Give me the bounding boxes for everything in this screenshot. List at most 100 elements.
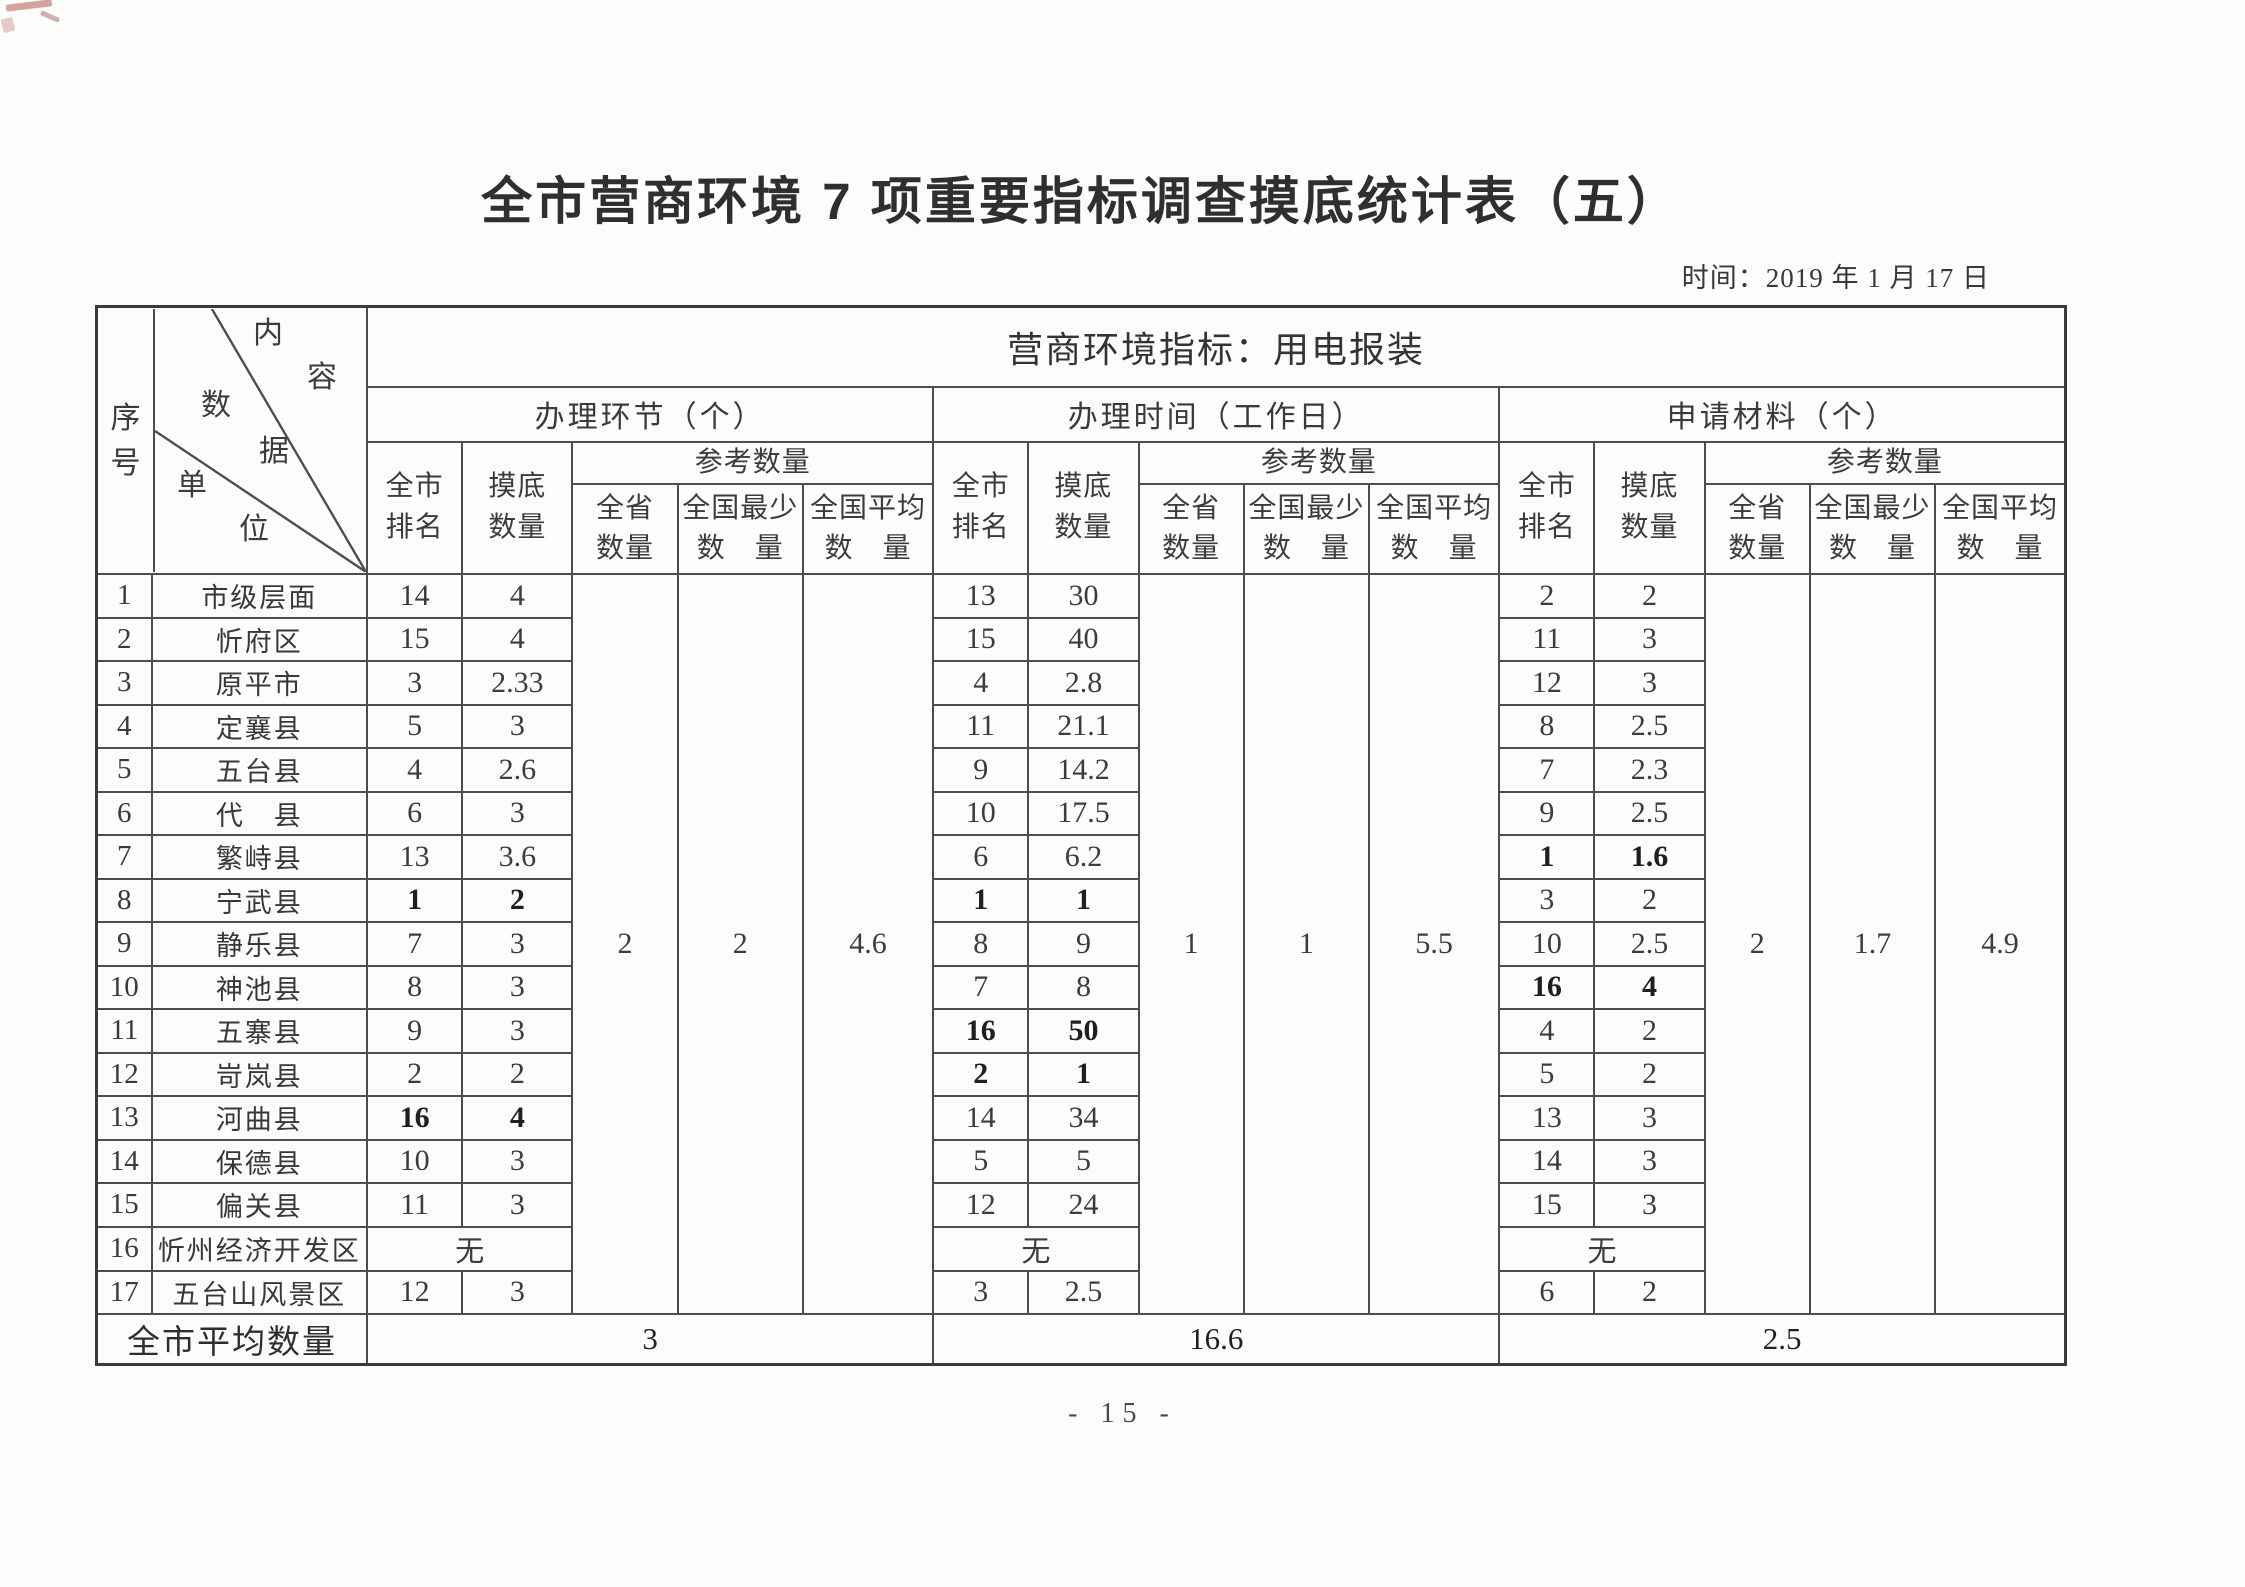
rank-value-cell: 1 [932,877,1030,924]
table-row: 16 忻州经济开发区无无无 [95,1225,2066,1272]
no-data-cell: 无 [1498,1225,1706,1272]
table-row: 14 保德县 10 3 5 5 14 3 [95,1138,2066,1185]
survey-value-cell: 3 [461,1269,574,1316]
reference-value-cell: 1.7 [1808,573,1937,1316]
rank-value-cell: 2 [1498,573,1596,619]
indicator-header: 营商环境指标：用电报装 [366,305,2067,388]
page-number: - 15 - [1068,1398,1177,1429]
rank-value-cell: 16 [366,1095,464,1141]
survey-value-cell: 4 [461,616,574,663]
unit-name-cell: 忻府区 [150,616,369,663]
col-header-survey-count: 摸底 数量 [461,440,574,576]
survey-value-cell: 1 [1027,877,1140,924]
col-header-national-avg: 全国平均 数 量 [1934,483,2067,576]
row-number-cell: 14 [95,1138,153,1185]
survey-value-cell: 1 [1027,1051,1140,1098]
table-row: 9 静乐县 7 3 8 9 10 2.5 [95,921,2066,967]
survey-value-cell: 3 [461,1138,574,1185]
rank-value-cell: 9 [932,747,1030,793]
unit-name-cell: 五寨县 [150,1008,369,1054]
survey-value-cell: 14.2 [1027,747,1140,793]
table-row: 15 偏关县 11 3 12 24 15 3 [95,1182,2066,1228]
col-header-survey-count: 摸底 数量 [1593,440,1706,576]
reference-value-cell: 5.5 [1367,573,1501,1316]
document-title: 全市营商环境 7 项重要指标调查摸底统计表（五） [481,173,1681,230]
unit-name-cell: 原平市 [150,660,369,706]
row-number-cell: 12 [95,1051,153,1098]
unit-name-cell: 五台山风景区 [150,1269,369,1316]
row-number-cell: 16 [95,1225,153,1272]
col-header-national-avg: 全国平均 数 量 [1367,483,1501,576]
unit-name-cell: 忻州经济开发区 [150,1225,369,1272]
row-number-cell: 17 [95,1269,153,1316]
table-row: 8 宁武县 1 2 1 1 3 2 [95,877,2066,924]
unit-name-cell: 河曲县 [150,1095,369,1141]
unit-name-cell: 代 县 [150,790,369,837]
survey-value-cell: 3 [461,790,574,837]
survey-value-cell: 21.1 [1027,703,1140,750]
rank-value-cell: 14 [366,573,464,619]
rank-value-cell: 16 [1498,964,1596,1011]
row-number-cell: 10 [95,964,153,1011]
diag-label-char: 据 [259,435,289,469]
rank-value-cell: 3 [366,660,464,706]
rank-value-cell: 9 [366,1008,464,1054]
diag-label-char: 容 [307,361,337,395]
row-number-cell: 5 [95,747,153,793]
survey-value-cell: 17.5 [1027,790,1140,837]
col-header-city-rank: 全市 排名 [1498,440,1596,576]
survey-value-cell: 2 [1593,877,1706,924]
survey-value-cell: 3 [461,1182,574,1228]
unit-name-cell: 保德县 [150,1138,369,1185]
date-line: 时间：2019 年 1 月 17 日 [1681,263,1990,293]
table-row: 1 市级层面 14 4 2 2 4.6 13 30 1 1 5.5 2 2 2 1.7 4.9 [95,573,2067,1316]
reference-value-cell: 2 [1703,573,1811,1316]
survey-value-cell: 2 [461,877,574,924]
survey-value-cell: 40 [1027,616,1140,663]
survey-value-cell: 4 [1593,964,1706,1011]
table-row: 3 原平市 3 2.33 4 2.8 12 3 [95,660,2066,706]
survey-value-cell: 50 [1027,1008,1140,1054]
corner-header-cell: 序号 内 容 数 据 单 位 [95,305,369,576]
survey-value-cell: 3 [461,964,574,1011]
survey-value-cell: 4 [461,573,574,619]
rank-value-cell: 6 [366,790,464,837]
survey-value-cell: 3 [461,1008,574,1054]
unit-name-cell: 宁武县 [150,877,369,924]
rank-value-cell: 4 [1498,1008,1596,1054]
row-number-cell: 15 [95,1182,153,1228]
survey-value-cell: 3 [1593,1095,1706,1141]
unit-name-cell: 静乐县 [150,921,369,967]
scan-artifact [5,0,53,12]
rank-value-cell: 6 [932,834,1030,880]
survey-value-cell: 3 [1593,1182,1706,1228]
rank-value-cell: 1 [1498,834,1596,880]
rank-value-cell: 7 [366,921,464,967]
row-number-cell: 4 [95,703,153,750]
diag-label-char: 数 [201,389,231,423]
average-row-label: 全市平均数量 [95,1313,369,1366]
table-row: 4 定襄县 5 3 11 21.1 8 2.5 [95,703,2066,750]
survey-value-cell: 3 [1593,1138,1706,1185]
col-header-reference-count: 参考数量 [571,440,935,486]
rank-value-cell: 15 [1498,1182,1596,1228]
table-row: 10 神池县 8 3 7 8 16 4 [95,964,2066,1011]
unit-name-cell: 定襄县 [150,703,369,750]
survey-value-cell: 2.5 [1593,703,1706,750]
survey-value-cell: 2 [461,1051,574,1098]
rank-value-cell: 10 [366,1138,464,1185]
table-row: 7 繁峙县 13 3.6 6 6.2 1 1.6 [95,834,2066,880]
survey-value-cell: 3.6 [461,834,574,880]
rank-value-cell: 12 [1498,660,1596,706]
row-number-cell: 3 [95,660,153,706]
rank-value-cell: 3 [932,1269,1030,1316]
table-row: 17 五台山风景区 12 3 3 2.5 6 2 [95,1269,2066,1316]
rank-value-cell: 11 [1498,616,1596,663]
rank-value-cell: 8 [366,964,464,1011]
table-row: 2 忻府区 15 4 15 40 11 3 [95,616,2066,663]
average-value-handling-time: 16.6 [932,1313,1501,1366]
reference-value-cell: 4.9 [1934,573,2067,1316]
rank-value-cell: 11 [366,1182,464,1228]
row-number-cell: 13 [95,1095,153,1141]
